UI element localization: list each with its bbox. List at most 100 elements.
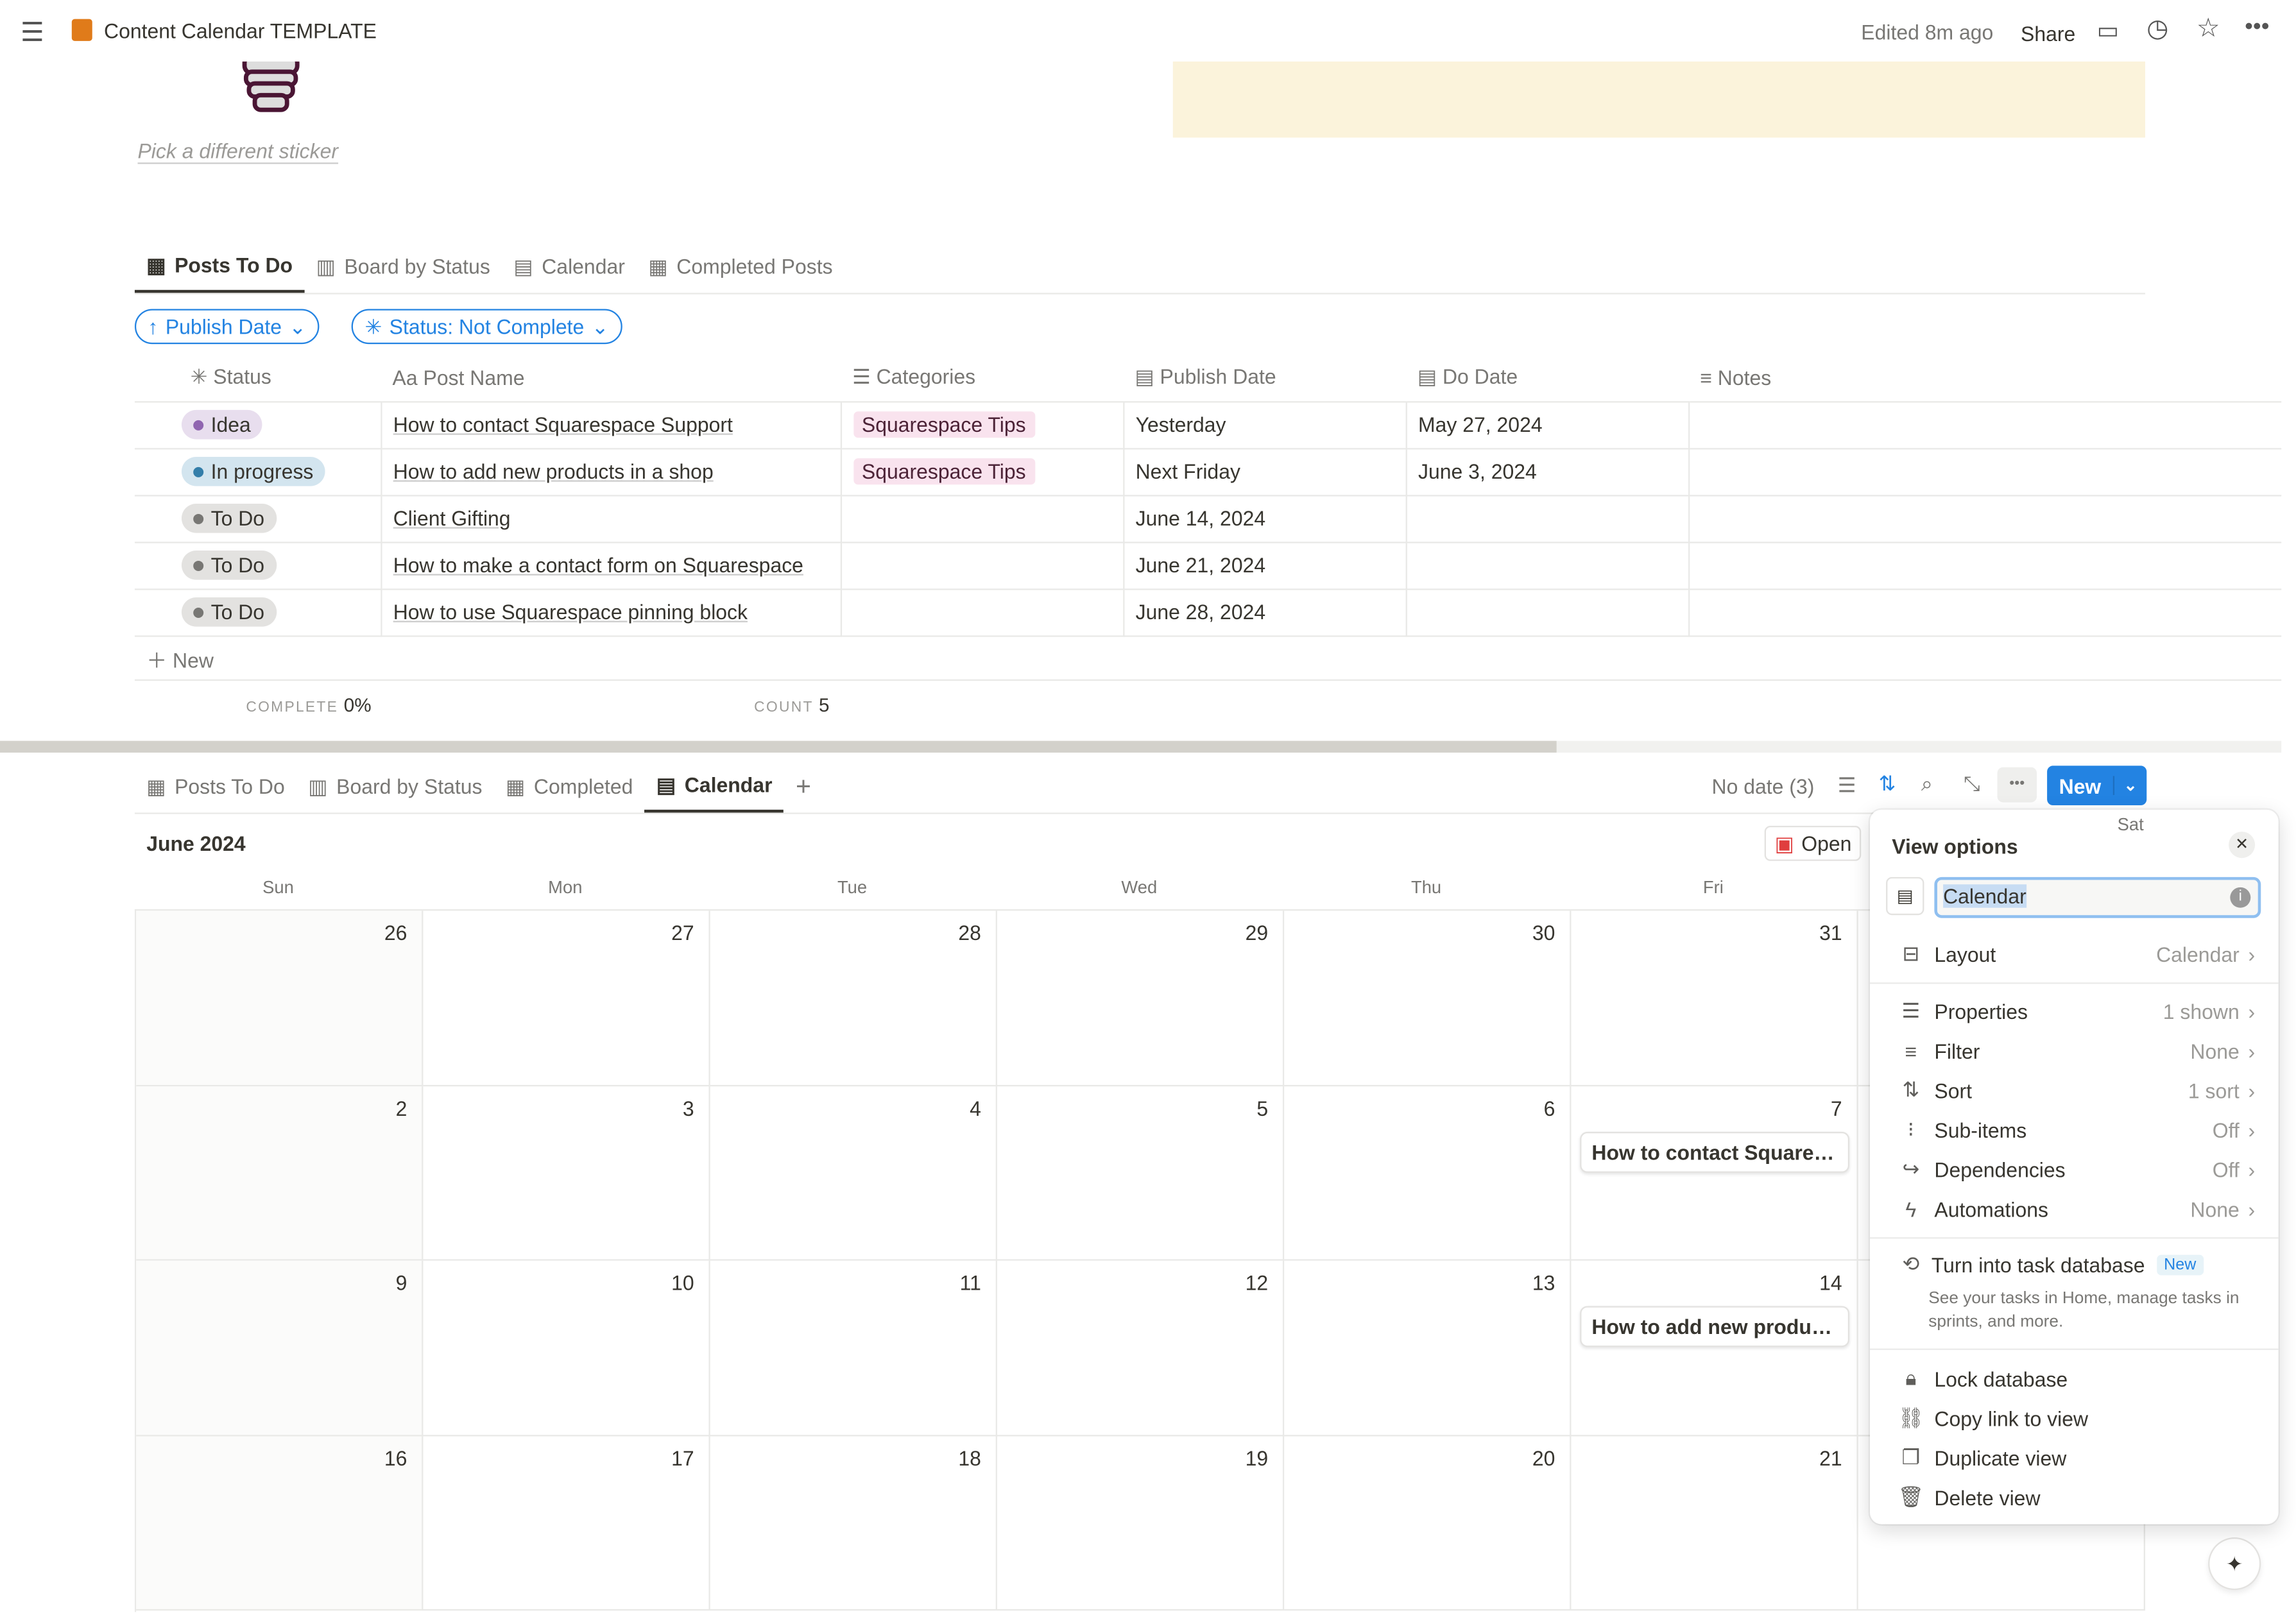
calendar-day-cell[interactable]: 20 [1284, 1435, 1572, 1611]
tab-calendar[interactable]: ▤ Calendar [502, 240, 637, 293]
status-cell[interactable]: To Do [134, 542, 382, 590]
comment-icon[interactable]: ▭ [2096, 19, 2120, 44]
tab-posts-to-do[interactable]: ▦ Posts To Do [135, 760, 296, 812]
filter-icon[interactable]: ☰ [1837, 773, 1856, 797]
do-date-cell[interactable] [1405, 495, 1690, 543]
calendar-day-cell[interactable]: 2 [136, 1086, 424, 1261]
calendar-day-cell[interactable]: 31 [1571, 910, 1858, 1086]
sticker-image[interactable] [240, 53, 302, 114]
menu-item-turn-into-task-database[interactable]: ⟲ Turn into task database New [1870, 1245, 2279, 1285]
menu-item-properties[interactable]: ☰ Properties 1 shown › [1870, 991, 2279, 1031]
star-icon[interactable]: ☆ [2196, 13, 2220, 43]
post-name[interactable]: How to add new products in a shop [393, 459, 714, 484]
calendar-day-cell[interactable]: 30 [1284, 910, 1572, 1086]
calendar-event-card[interactable]: How to add new product... [1580, 1306, 1850, 1347]
calendar-day-cell[interactable]: 16 [136, 1435, 424, 1611]
calendar-icon[interactable]: ▤ [1886, 876, 1924, 916]
calendar-day-cell[interactable]: 7 How to contact Squares... [1571, 1086, 1858, 1261]
menu-icon[interactable]: ☰ [20, 17, 44, 47]
calendar-day-cell[interactable]: 3 [423, 1086, 710, 1261]
tab-board-by-status[interactable]: ▥ Board by Status [304, 240, 502, 293]
add-view-button[interactable]: + [796, 771, 812, 801]
calendar-day-cell[interactable]: 11 [710, 1260, 997, 1436]
do-date-cell[interactable]: May 27, 2024 [1405, 401, 1690, 449]
menu-item-delete-view[interactable]: 🗑︎ Delete view [1870, 1477, 2279, 1517]
status-filter-pill[interactable]: ✳ Status: Not Complete ⌄ [351, 309, 622, 345]
publish-date-cell[interactable]: June 21, 2024 [1123, 542, 1407, 590]
status-cell[interactable]: Idea [134, 401, 382, 449]
notes-cell[interactable] [1688, 401, 2282, 449]
calendar-day-cell[interactable]: 4 [710, 1086, 997, 1261]
menu-item-duplicate-view[interactable]: ❐ Duplicate view [1870, 1438, 2279, 1478]
tab-completed-posts[interactable]: ▦ Completed Posts [637, 240, 844, 293]
categories-cell[interactable] [840, 542, 1124, 590]
scrollbar-thumb[interactable] [0, 740, 1557, 753]
post-name[interactable]: How to use Squarespace pinning block [393, 600, 748, 624]
post-name-cell[interactable]: Client Gifting [381, 495, 841, 543]
calendar-day-cell[interactable]: 12 [997, 1260, 1285, 1436]
table-row[interactable]: To Do Client Gifting June 14, 2024 [134, 495, 2282, 543]
status-cell[interactable]: To Do [134, 588, 382, 637]
categories-cell[interactable] [840, 495, 1124, 543]
do-date-cell[interactable] [1405, 542, 1690, 590]
calendar-event-card[interactable]: How to contact Squares... [1580, 1131, 1850, 1172]
page-title[interactable]: Content Calendar TEMPLATE [104, 19, 377, 43]
publish-date-cell[interactable]: June 28, 2024 [1123, 588, 1407, 637]
new-button[interactable]: New ⌄ [2047, 765, 2147, 806]
info-icon[interactable]: i [2230, 887, 2251, 908]
status-cell[interactable]: In progress [134, 448, 382, 496]
status-cell[interactable]: To Do [134, 495, 382, 543]
menu-item-lock-database[interactable]: 🔒︎ Lock database [1870, 1359, 2279, 1399]
do-date-cell[interactable] [1405, 588, 1690, 637]
chevron-down-icon[interactable]: ⌄ [2112, 776, 2146, 796]
expand-icon[interactable]: ⤡ [1964, 771, 1980, 796]
table-row[interactable]: To Do How to use Squarespace pinning blo… [134, 588, 2282, 637]
notes-cell[interactable] [1688, 448, 2282, 496]
categories-cell[interactable] [840, 588, 1124, 637]
categories-cell[interactable]: Squarespace Tips [840, 448, 1124, 496]
menu-item-copy-link-to-view[interactable]: ⛓︎ Copy link to view [1870, 1398, 2279, 1438]
publish-date-cell[interactable]: Yesterday [1123, 401, 1407, 449]
calendar-day-cell[interactable]: 13 [1284, 1260, 1572, 1436]
calendar-day-cell[interactable]: 29 [997, 910, 1285, 1086]
close-icon[interactable]: ✕ [2229, 832, 2256, 859]
pick-sticker-link[interactable]: Pick a different sticker [137, 139, 338, 164]
share-button[interactable]: Share [2021, 22, 2076, 46]
column-header-notes[interactable]: ≡ Notes [1688, 354, 2282, 402]
menu-item-dependencies[interactable]: ↪ Dependencies Off › [1870, 1149, 2279, 1189]
calendar-day-cell[interactable]: 18 [710, 1435, 997, 1611]
post-name-cell[interactable]: How to contact Squarespace Support [381, 401, 841, 449]
menu-item-filter[interactable]: ≡ Filter None › [1870, 1030, 2279, 1070]
column-header-do-date[interactable]: ▤ Do Date [1405, 354, 1689, 402]
post-name-cell[interactable]: How to make a contact form on Squarespac… [381, 542, 841, 590]
no-date-button[interactable]: No date (3) [1711, 774, 1815, 798]
notes-cell[interactable] [1688, 495, 2282, 543]
tab-board-by-status[interactable]: ▥ Board by Status [296, 760, 494, 812]
post-name-cell[interactable]: How to use Squarespace pinning block [381, 588, 841, 637]
calendar-day-cell[interactable]: 14 How to add new product... [1571, 1260, 1858, 1436]
horizontal-scrollbar[interactable] [0, 740, 2282, 753]
calendar-day-cell[interactable]: 10 [423, 1260, 710, 1436]
sort-pill[interactable]: ↑ Publish Date ⌄ [134, 309, 320, 345]
tab-completed[interactable]: ▦ Completed [494, 760, 645, 812]
search-icon[interactable]: ⌕ [1921, 771, 1933, 796]
more-icon[interactable]: ••• [2245, 14, 2270, 40]
do-date-cell[interactable]: June 3, 2024 [1405, 448, 1690, 496]
categories-cell[interactable]: Squarespace Tips [840, 401, 1124, 449]
table-row[interactable]: To Do How to make a contact form on Squa… [134, 542, 2282, 590]
table-row[interactable]: Idea How to contact Squarespace Support … [134, 401, 2282, 449]
calendar-day-cell[interactable]: 6 [1284, 1086, 1572, 1261]
post-name-cell[interactable]: How to add new products in a shop [381, 448, 841, 496]
calendar-day-cell[interactable]: 17 [423, 1435, 710, 1611]
column-header-categories[interactable]: ☰ Categories [840, 354, 1124, 402]
table-row[interactable]: In progress How to add new products in a… [134, 448, 2282, 496]
clock-icon[interactable]: ◷ [2146, 14, 2169, 43]
calendar-day-cell[interactable]: 27 [423, 910, 710, 1086]
tab-calendar[interactable]: ▤ Calendar [644, 760, 784, 813]
calendar-day-cell[interactable]: 26 [136, 910, 424, 1086]
menu-item-automations[interactable]: ϟ Automations None › [1870, 1189, 2279, 1229]
column-header-post-name[interactable]: Aa Post Name [381, 354, 841, 402]
ai-sparkle-button[interactable]: ✦ [2208, 1537, 2261, 1591]
tab-posts-to-do[interactable]: ▦ Posts To Do [134, 240, 305, 293]
view-name-input[interactable]: Calendar i [1934, 876, 2261, 918]
